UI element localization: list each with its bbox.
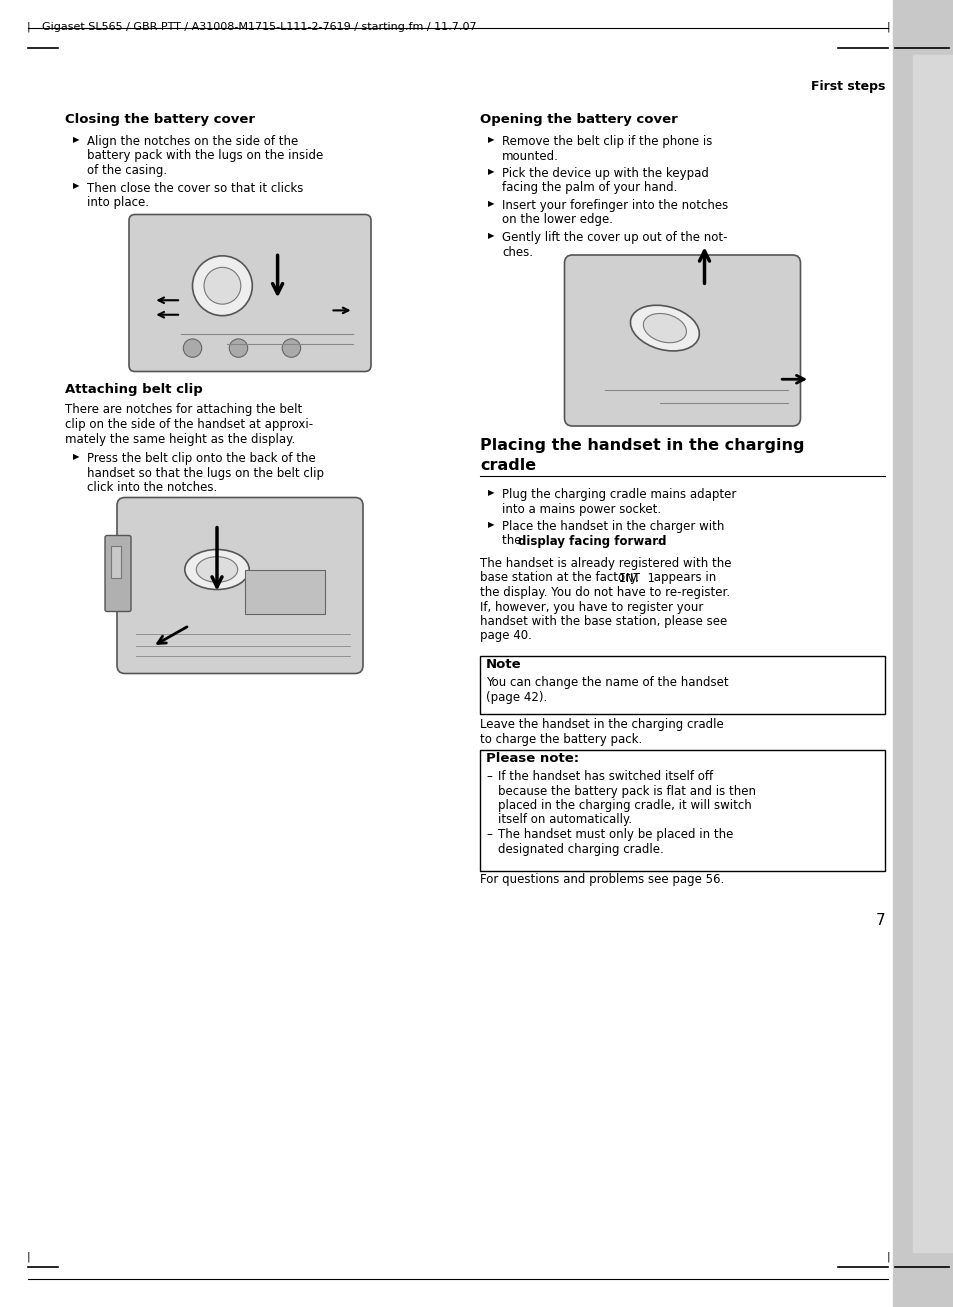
Text: Placing the handset in the charging: Placing the handset in the charging (479, 438, 803, 454)
Text: If the handset has switched itself off: If the handset has switched itself off (497, 770, 713, 783)
Text: Leave the handset in the charging cradle: Leave the handset in the charging cradle (479, 718, 723, 731)
Text: |: | (26, 22, 30, 33)
Text: Note: Note (485, 657, 521, 670)
Text: First steps: First steps (810, 80, 884, 93)
Text: handset with the base station, please see: handset with the base station, please se… (479, 616, 726, 627)
Text: You can change the name of the handset: You can change the name of the handset (485, 676, 728, 689)
Text: Please note:: Please note: (485, 752, 578, 765)
Text: Press the belt clip onto the back of the: Press the belt clip onto the back of the (87, 452, 315, 465)
Text: Gigaset SL565 / GBR PTT / A31008-M1715-L111-2-7619 / starting.fm / 11.7.07: Gigaset SL565 / GBR PTT / A31008-M1715-L… (42, 22, 477, 31)
Ellipse shape (185, 549, 249, 589)
Bar (479, 750, 884, 870)
Text: base station at the factory.: base station at the factory. (479, 571, 642, 584)
Text: There are notches for attaching the belt: There are notches for attaching the belt (65, 404, 302, 417)
Text: the: the (501, 535, 525, 548)
Bar (479, 656, 884, 714)
Text: click into the notches.: click into the notches. (87, 481, 217, 494)
Text: |: | (885, 1252, 889, 1263)
Text: itself on automatically.: itself on automatically. (497, 813, 632, 826)
Text: mately the same height as the display.: mately the same height as the display. (65, 433, 294, 446)
Text: ▶: ▶ (73, 452, 79, 461)
Text: ▶: ▶ (488, 135, 494, 144)
Text: ▶: ▶ (488, 199, 494, 208)
Text: because the battery pack is flat and is then: because the battery pack is flat and is … (497, 784, 755, 797)
Ellipse shape (630, 306, 699, 352)
Text: ▶: ▶ (73, 135, 79, 144)
Text: into a mains power socket.: into a mains power socket. (501, 502, 660, 515)
Circle shape (193, 256, 252, 316)
Text: mounted.: mounted. (501, 149, 558, 162)
Text: Place the handset in the charger with: Place the handset in the charger with (501, 520, 723, 533)
Text: battery pack with the lugs on the inside: battery pack with the lugs on the inside (87, 149, 323, 162)
Text: clip on the side of the handset at approxi-: clip on the side of the handset at appro… (65, 418, 313, 431)
Text: The handset is already registered with the: The handset is already registered with t… (479, 557, 731, 570)
Text: of the casing.: of the casing. (87, 163, 167, 176)
Text: facing the palm of your hand.: facing the palm of your hand. (501, 182, 677, 195)
Text: –: – (485, 829, 492, 840)
Text: Gently lift the cover up out of the not-: Gently lift the cover up out of the not- (501, 231, 727, 244)
Text: designated charging cradle.: designated charging cradle. (497, 843, 663, 856)
Text: display facing forward: display facing forward (517, 535, 666, 548)
Text: ▶: ▶ (488, 231, 494, 240)
FancyBboxPatch shape (105, 536, 131, 612)
Text: Pick the device up with the keypad: Pick the device up with the keypad (501, 167, 708, 180)
Text: |: | (26, 1252, 30, 1263)
Circle shape (282, 339, 300, 357)
Text: Align the notches on the side of the: Align the notches on the side of the (87, 135, 298, 148)
Text: to charge the battery pack.: to charge the battery pack. (479, 732, 641, 745)
Text: Closing the battery cover: Closing the battery cover (65, 112, 254, 125)
Circle shape (229, 339, 248, 357)
Text: .: . (656, 535, 659, 548)
Text: Opening the battery cover: Opening the battery cover (479, 112, 677, 125)
Circle shape (204, 268, 240, 305)
Bar (912, 55, 953, 1252)
Text: (page 42).: (page 42). (485, 690, 547, 703)
FancyBboxPatch shape (129, 214, 371, 371)
Text: placed in the charging cradle, it will switch: placed in the charging cradle, it will s… (497, 799, 751, 812)
Text: ▶: ▶ (73, 182, 79, 191)
Ellipse shape (642, 314, 686, 342)
Text: The handset must only be placed in the: The handset must only be placed in the (497, 829, 733, 840)
Bar (892, 0, 953, 1307)
Text: Attaching belt clip: Attaching belt clip (65, 383, 203, 396)
Circle shape (183, 339, 201, 357)
Text: If, however, you have to register your: If, however, you have to register your (479, 600, 702, 613)
Text: INT 1: INT 1 (618, 571, 654, 584)
Bar (244, 570, 325, 614)
Text: page 40.: page 40. (479, 630, 532, 643)
Text: handset so that the lugs on the belt clip: handset so that the lugs on the belt cli… (87, 467, 324, 480)
Text: ▶: ▶ (488, 520, 494, 529)
Text: |: | (885, 22, 889, 33)
Text: Insert your forefinger into the notches: Insert your forefinger into the notches (501, 199, 727, 212)
Text: appears in: appears in (649, 571, 715, 584)
Text: Then close the cover so that it clicks: Then close the cover so that it clicks (87, 182, 303, 195)
Ellipse shape (196, 557, 237, 583)
Text: –: – (485, 770, 492, 783)
Text: into place.: into place. (87, 196, 149, 209)
Text: 7: 7 (875, 914, 884, 928)
Bar (111, 545, 121, 578)
Text: on the lower edge.: on the lower edge. (501, 213, 613, 226)
Text: For questions and problems see page 56.: For questions and problems see page 56. (479, 873, 723, 886)
Text: ches.: ches. (501, 246, 533, 259)
Text: ▶: ▶ (488, 167, 494, 176)
Text: Plug the charging cradle mains adapter: Plug the charging cradle mains adapter (501, 488, 736, 501)
Text: cradle: cradle (479, 457, 536, 473)
FancyBboxPatch shape (117, 498, 363, 673)
FancyBboxPatch shape (564, 255, 800, 426)
Text: ▶: ▶ (488, 488, 494, 497)
Text: the display. You do not have to re-register.: the display. You do not have to re-regis… (479, 586, 729, 599)
Text: Remove the belt clip if the phone is: Remove the belt clip if the phone is (501, 135, 712, 148)
